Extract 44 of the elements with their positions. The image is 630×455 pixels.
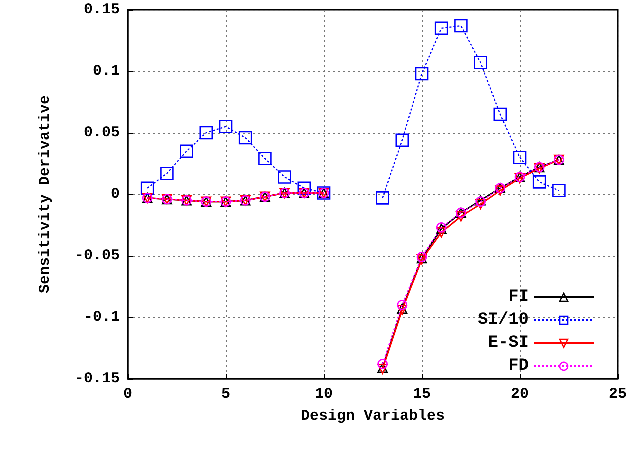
- point: [180, 144, 194, 158]
- point: [456, 211, 466, 222]
- x-tick-label: 15: [412, 386, 432, 403]
- x-tick-label: 10: [314, 386, 334, 403]
- y-tick-label: -0.05: [74, 248, 120, 264]
- point: [434, 22, 448, 36]
- point: [396, 134, 410, 148]
- point: [476, 199, 486, 210]
- point: [278, 170, 292, 184]
- legend-label: FD: [508, 357, 529, 376]
- point: [415, 67, 429, 81]
- x-tick-label: 5: [221, 386, 231, 403]
- point: [436, 227, 447, 238]
- point: [474, 56, 488, 70]
- x-tick-label: 25: [608, 386, 628, 403]
- x-tick-label: 20: [510, 386, 530, 403]
- point: [238, 131, 252, 145]
- point: [532, 176, 546, 189]
- legend-label: E-SI: [488, 334, 529, 353]
- legend-label: SI/10: [478, 311, 529, 330]
- point: [258, 152, 272, 166]
- y-tick-label: 0.1: [92, 63, 120, 80]
- point: [454, 19, 468, 33]
- point: [376, 192, 390, 205]
- point: [378, 359, 388, 370]
- point: [160, 166, 174, 180]
- x-tick-label: 0: [123, 386, 133, 403]
- y-tick-label: 0: [110, 186, 120, 203]
- point: [219, 120, 233, 134]
- y-axis-title: Sensitivity Derivative: [37, 95, 54, 294]
- point: [200, 126, 214, 140]
- point: [495, 186, 506, 196]
- point: [298, 182, 312, 195]
- point: [552, 184, 566, 198]
- legend-label: FI: [508, 288, 529, 307]
- x-axis-title: Design Variables: [300, 408, 446, 425]
- point: [140, 182, 154, 195]
- point: [397, 300, 408, 310]
- point: [494, 108, 508, 122]
- y-tick-label: 0.15: [84, 2, 120, 18]
- y-tick-label: 0.05: [84, 124, 120, 142]
- point: [513, 150, 527, 164]
- y-tick-label: -0.15: [74, 370, 120, 388]
- y-tick-label: -0.1: [84, 309, 120, 326]
